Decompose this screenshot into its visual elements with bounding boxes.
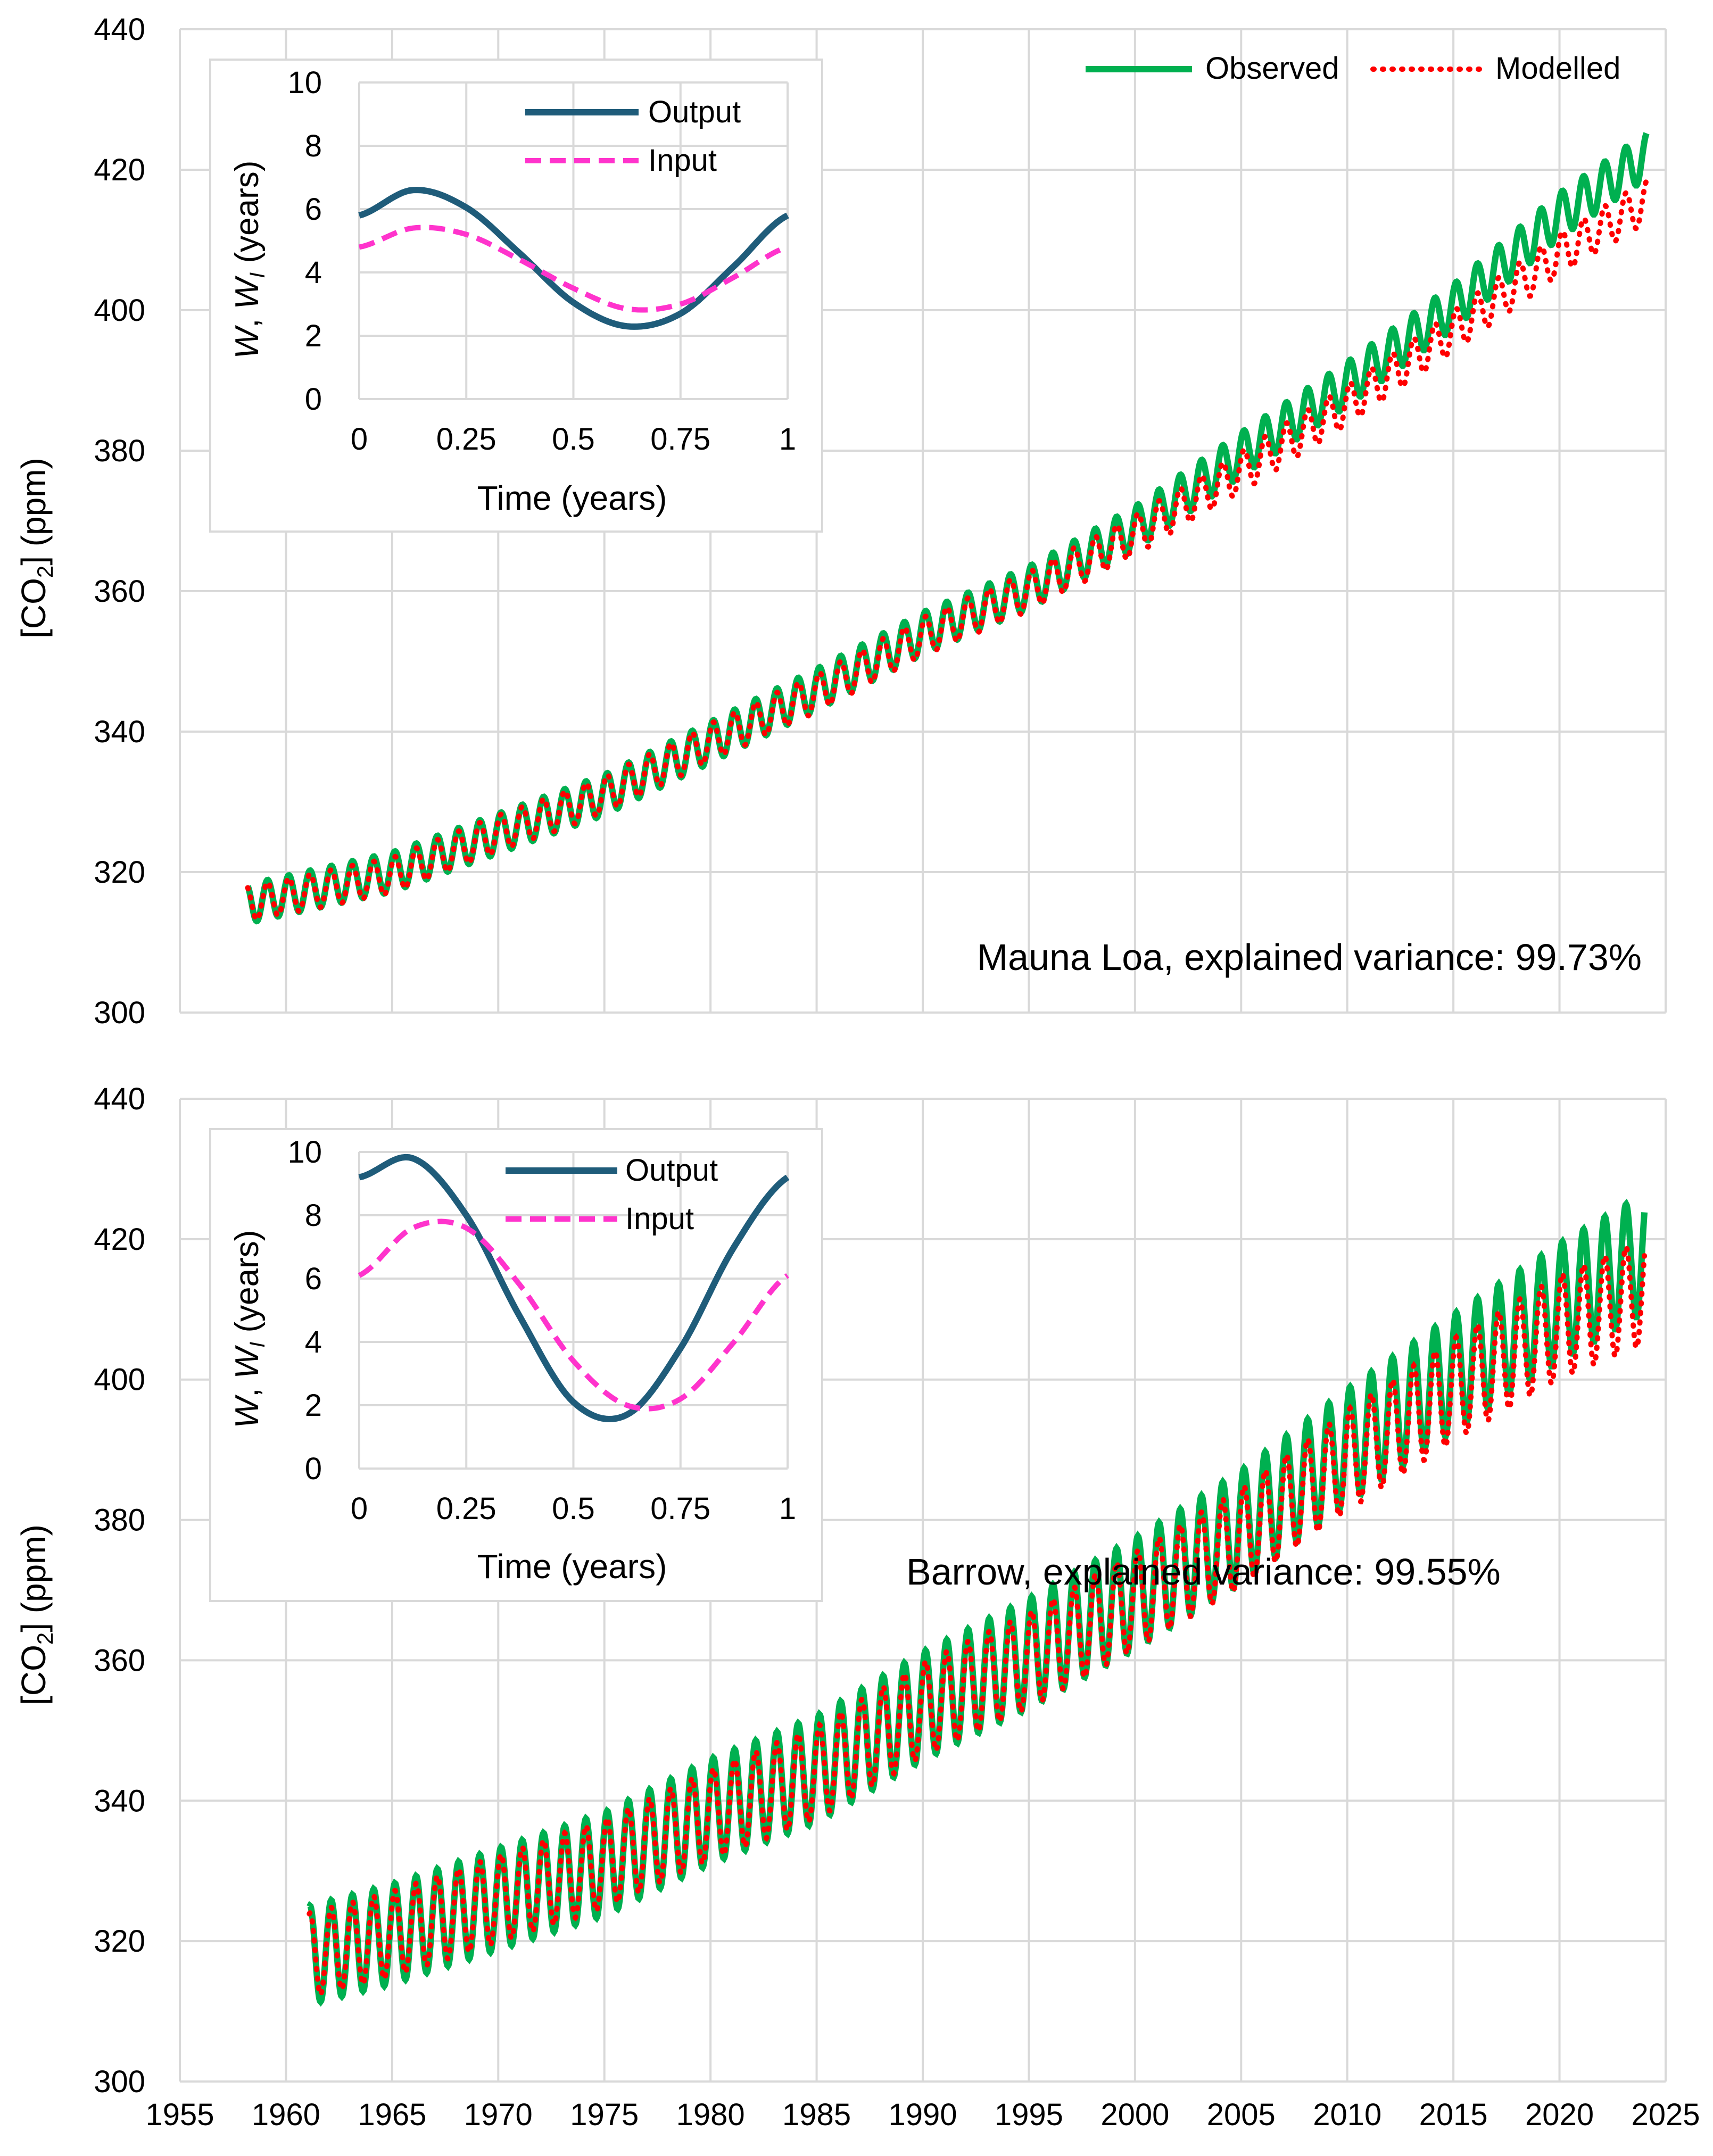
legend-modelled-label: Modelled [1495, 51, 1620, 86]
top-y-tick-label: 300 [94, 996, 145, 1030]
top-inset-x-axis-title: Time (years) [477, 479, 667, 517]
top-y-tick-label: 320 [94, 855, 145, 890]
top-inset-y-tick-label: 6 [305, 192, 322, 227]
top-y-tick-label: 440 [94, 12, 145, 47]
bottom-inset-y-tick-label: 0 [305, 1452, 322, 1486]
top-inset-y-tick-label: 0 [305, 382, 322, 417]
top-inset-y-tick-label: 8 [305, 129, 322, 163]
top-inset-y-tick-label: 10 [287, 65, 322, 100]
top-inset-y-tick-label: 2 [305, 319, 322, 353]
bottom-y-tick-label: 440 [94, 1082, 145, 1116]
bottom-inset-x-tick-label: 0 [351, 1491, 368, 1526]
top-inset-y-axis-title: W, WI (years) [229, 161, 269, 359]
bottom-annotation: Barrow, explained variance: 99.55% [906, 1551, 1501, 1593]
top-inset-x-tick-label: 0.5 [552, 422, 595, 457]
bottom-inset-y-tick-label: 2 [305, 1388, 322, 1423]
bottom-y-tick-label: 320 [94, 1924, 145, 1959]
bottom-inset-y-tick-label: 4 [305, 1325, 322, 1359]
bottom-x-tick-label: 1975 [570, 2097, 639, 2132]
top-inset-legend-output-label: Output [648, 95, 741, 129]
bottom-inset-x-tick-label: 0.25 [436, 1491, 496, 1526]
bottom-x-tick-label: 1985 [782, 2097, 851, 2132]
bottom-x-tick-label: 1980 [676, 2097, 745, 2132]
bottom-inset-y-tick-label: 8 [305, 1198, 322, 1233]
bottom-inset-box [209, 1128, 823, 1602]
bottom-x-tick-label: 1965 [358, 2097, 426, 2132]
bottom-y-tick-label: 340 [94, 1784, 145, 1818]
top-inset-x-tick-label: 1 [779, 422, 796, 457]
top-y-axis-title: [CO2] (ppm) [14, 458, 57, 638]
bottom-inset-x-axis-title: Time (years) [477, 1547, 667, 1586]
bottom-y-tick-label: 400 [94, 1363, 145, 1397]
top-y-tick-label: 360 [94, 574, 145, 609]
bottom-x-tick-label: 2010 [1313, 2097, 1381, 2132]
bottom-x-tick-label: 1990 [888, 2097, 957, 2132]
bottom-x-tick-label: 1960 [252, 2097, 320, 2132]
bottom-inset-y-tick-label: 6 [305, 1262, 322, 1296]
bottom-y-tick-label: 360 [94, 1643, 145, 1678]
bottom-y-tick-label: 300 [94, 2064, 145, 2099]
bottom-x-tick-label: 1970 [464, 2097, 533, 2132]
bottom-inset-legend: Output Input [506, 1153, 718, 1236]
bottom-series-modelled-line [307, 1242, 1648, 1999]
top-y-tick-label: 380 [94, 434, 145, 468]
bottom-inset-x-tick-label: 0.5 [552, 1491, 595, 1526]
top-inset-series-output-line [358, 186, 789, 330]
top-inset-x-tick-label: 0.75 [650, 422, 710, 457]
bottom-x-tick-label: 2015 [1419, 2097, 1488, 2132]
top-inset-x-tick-label: 0 [351, 422, 368, 457]
bottom-x-tick-label: 2000 [1100, 2097, 1169, 2132]
top-inset-series-input-line [358, 225, 789, 313]
top-inset-legend-input-label: Input [648, 143, 717, 178]
bottom-x-tick-label: 2005 [1207, 2097, 1276, 2132]
bottom-y-axis-title: [CO2] (ppm) [14, 1524, 57, 1705]
top-y-tick-label: 340 [94, 715, 145, 749]
top-inset-box [209, 59, 823, 533]
top-legend: Observed Modelled [1086, 51, 1620, 86]
bottom-x-tick-label: 1995 [995, 2097, 1063, 2132]
top-inset-legend: Output Input [525, 95, 741, 178]
bottom-y-tick-label: 380 [94, 1503, 145, 1538]
bottom-inset-legend-output-label: Output [625, 1153, 718, 1188]
legend-observed-label: Observed [1205, 51, 1339, 86]
bottom-inset-legend-input-label: Input [625, 1201, 694, 1236]
bottom-inset-x-tick-label: 1 [779, 1491, 796, 1526]
bottom-inset-y-tick-label: 10 [287, 1135, 322, 1170]
bottom-x-tick-label: 1955 [145, 2097, 214, 2132]
top-inset-x-tick-label: 0.25 [436, 422, 496, 457]
bottom-x-tick-label: 2020 [1525, 2097, 1594, 2132]
bottom-inset-y-axis-title: W, WI (years) [229, 1230, 269, 1429]
top-y-tick-label: 400 [94, 293, 145, 328]
bottom-inset-series-output-line [358, 1154, 790, 1423]
bottom-inset-x-tick-label: 0.75 [650, 1491, 710, 1526]
top-inset-y-tick-label: 4 [305, 255, 322, 290]
bottom-inset-series-input-line [358, 1218, 789, 1412]
top-series-modelled-line [245, 178, 1650, 923]
top-y-tick-label: 420 [94, 153, 145, 187]
bottom-x-tick-label: 2025 [1631, 2097, 1700, 2132]
bottom-y-tick-label: 420 [94, 1222, 145, 1257]
top-annotation: Mauna Loa, explained variance: 99.73% [977, 936, 1642, 978]
